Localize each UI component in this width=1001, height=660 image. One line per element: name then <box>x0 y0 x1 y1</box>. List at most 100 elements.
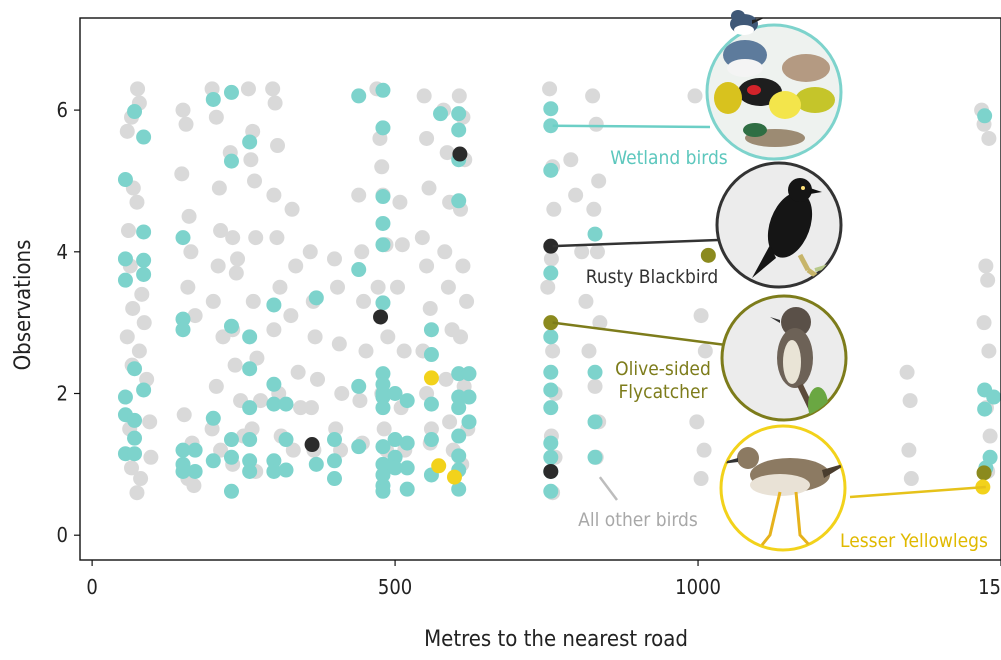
data-point <box>249 350 265 366</box>
data-point <box>129 485 145 501</box>
data-point <box>351 187 367 203</box>
data-point <box>208 109 224 125</box>
data-point <box>543 382 559 398</box>
data-point <box>272 279 288 295</box>
axis-ticks: 0 500 1000 1500 0 2 4 6 <box>57 98 1001 599</box>
data-point <box>278 432 294 448</box>
data-point <box>330 279 346 295</box>
data-point <box>387 460 403 476</box>
data-point <box>902 393 918 409</box>
leader-line-olive-sided-flycatcher <box>552 321 727 347</box>
data-point <box>423 347 439 363</box>
callout-label-yellowlegs: Lesser Yellowlegs <box>840 530 988 552</box>
data-point <box>242 432 258 448</box>
data-point <box>187 463 203 479</box>
callout-leader-lines <box>552 124 986 501</box>
data-point <box>543 483 559 499</box>
data-point <box>422 300 438 316</box>
data-point <box>396 343 412 359</box>
data-point <box>375 467 391 483</box>
data-point <box>568 187 584 203</box>
data-point <box>223 318 239 334</box>
data-point <box>175 442 191 458</box>
data-point <box>439 145 455 161</box>
data-point <box>581 343 597 359</box>
series-wetland-birds <box>117 82 1001 499</box>
data-point <box>223 153 239 169</box>
data-point <box>589 244 605 260</box>
data-point <box>124 460 140 476</box>
y-tick-label: 6 <box>57 98 68 122</box>
data-point <box>310 371 326 387</box>
data-point <box>302 244 318 260</box>
data-point <box>223 432 239 448</box>
data-point <box>592 315 608 331</box>
olive-sided-flycatcher-icon <box>720 294 848 422</box>
data-point <box>143 449 159 465</box>
data-point <box>127 104 143 120</box>
data-point <box>421 180 437 196</box>
data-point <box>899 364 915 380</box>
data-point <box>587 226 603 242</box>
data-point <box>178 116 194 132</box>
wetland-birds-collage-icon <box>705 10 843 161</box>
data-point <box>175 102 191 118</box>
data-point <box>977 401 993 417</box>
data-point <box>375 295 391 311</box>
x-axis-label: Metres to the nearest road <box>424 627 688 652</box>
data-point <box>136 252 152 268</box>
data-point <box>242 463 258 479</box>
data-point <box>375 215 391 231</box>
data-point <box>242 361 258 377</box>
data-point <box>452 146 468 162</box>
data-point <box>269 230 285 246</box>
data-point <box>461 389 477 405</box>
data-point <box>351 88 367 104</box>
data-point <box>376 421 392 437</box>
data-point <box>423 421 439 437</box>
data-point <box>288 258 304 274</box>
x-tick-label: 1000 <box>675 575 721 599</box>
data-point <box>248 230 264 246</box>
data-point <box>981 130 997 146</box>
callout-label-other: All other birds <box>578 509 698 531</box>
data-point <box>451 481 467 497</box>
data-point <box>586 201 602 217</box>
leader-line-all-other-birds <box>598 476 619 501</box>
data-point <box>455 258 471 274</box>
data-point <box>414 230 430 246</box>
data-point <box>543 118 559 134</box>
y-tick-label: 2 <box>57 382 68 406</box>
data-point <box>375 366 391 382</box>
data-point <box>205 453 221 469</box>
series-olive-sided-flycatcher <box>543 247 992 481</box>
data-point <box>120 223 136 239</box>
data-point <box>431 458 447 474</box>
data-point <box>438 371 454 387</box>
data-point <box>387 449 403 465</box>
data-point <box>223 449 239 465</box>
data-point <box>700 247 716 263</box>
data-point <box>380 329 396 345</box>
data-point <box>574 244 590 260</box>
data-point <box>266 396 282 412</box>
data-point <box>392 194 408 210</box>
data-point <box>543 101 559 117</box>
data-point <box>210 258 226 274</box>
data-point <box>247 173 263 189</box>
data-point <box>375 400 391 416</box>
data-point <box>326 453 342 469</box>
data-point <box>387 386 403 402</box>
data-point <box>223 483 239 499</box>
callout-label-rusty: Rusty Blackbird <box>586 266 718 288</box>
data-point <box>181 208 197 224</box>
data-point <box>266 322 282 338</box>
data-point <box>587 378 603 394</box>
x-tick-label: 0 <box>86 575 97 599</box>
data-point <box>440 279 456 295</box>
data-point <box>187 442 203 458</box>
data-point <box>459 293 475 309</box>
data-point <box>543 364 559 380</box>
data-point <box>213 223 229 239</box>
y-tick-label: 4 <box>57 240 68 264</box>
